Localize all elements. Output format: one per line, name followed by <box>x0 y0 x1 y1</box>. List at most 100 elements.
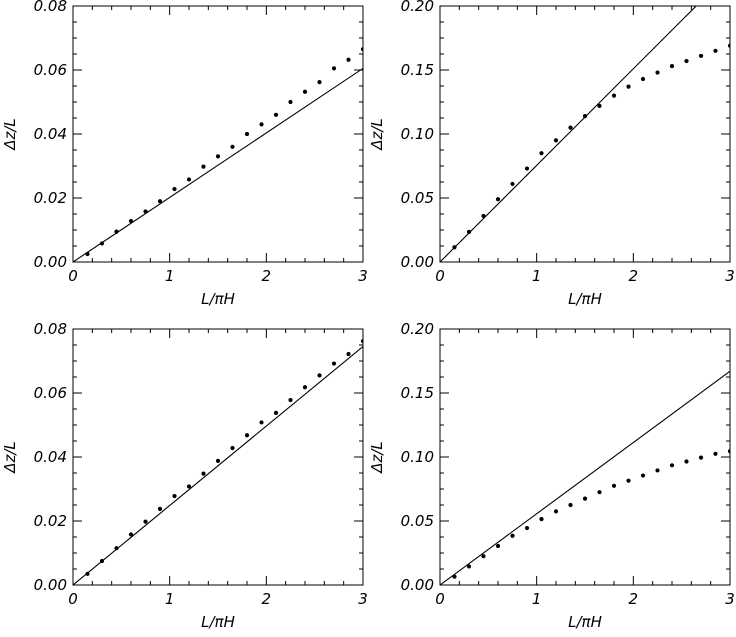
data-point <box>510 181 515 187</box>
data-point <box>244 433 250 438</box>
y-tick-label: 0.20 <box>401 0 434 15</box>
plot-frame <box>72 5 364 263</box>
data-point <box>317 80 322 85</box>
plot-frame <box>439 328 731 586</box>
y-tick-label: 0.06 <box>34 384 67 402</box>
x-axis-label: L/πH <box>568 290 602 308</box>
x-tick-label: 3 <box>725 590 735 608</box>
y-tick-label: 0.08 <box>34 320 67 338</box>
x-tick-label: 3 <box>358 267 368 285</box>
data-point <box>244 131 250 137</box>
data-point <box>302 385 308 390</box>
data-point <box>215 458 221 463</box>
data-point <box>259 420 264 425</box>
y-axis-label: Δz/L <box>368 441 386 474</box>
data-point <box>331 361 337 366</box>
data-point <box>215 154 221 159</box>
x-tick-label: 1 <box>165 590 175 608</box>
data-point <box>481 213 486 219</box>
data-point <box>568 502 573 508</box>
data-point <box>317 373 322 378</box>
y-axis-label: Δz/L <box>368 118 386 151</box>
data-point <box>553 509 559 514</box>
data-point <box>452 574 457 579</box>
data-point <box>626 84 631 89</box>
data-point <box>172 186 177 192</box>
y-tick-label: 0.00 <box>401 576 434 594</box>
x-tick-label: 1 <box>532 590 542 608</box>
data-point <box>172 493 177 499</box>
data-point <box>273 112 279 117</box>
data-point <box>143 209 148 214</box>
x-tick-label: 2 <box>262 590 272 608</box>
y-tick-label: 0.04 <box>34 125 67 143</box>
data-point <box>640 76 646 82</box>
x-tick-label: 3 <box>358 590 368 608</box>
y-tick-label: 0.00 <box>34 576 67 594</box>
x-axis-label: L/πH <box>568 613 602 631</box>
plot-area <box>73 47 363 262</box>
data-point <box>510 533 515 538</box>
data-point <box>684 459 689 464</box>
plot-area <box>73 339 363 585</box>
data-point <box>727 43 730 48</box>
series-line <box>440 370 730 585</box>
data-point <box>230 144 235 149</box>
y-tick-label: 0.02 <box>34 189 67 207</box>
y-tick-label: 0.06 <box>34 61 67 79</box>
data-point <box>611 483 617 488</box>
data-point <box>157 199 163 204</box>
chart-panel-top-right: 0 1 2 3 0.00 0.05 0.10 0.15 0.20 L/πH Δz/L <box>368 0 735 308</box>
data-point <box>85 571 90 576</box>
x-tick-label: 1 <box>532 267 542 285</box>
y-tick-label: 0.10 <box>401 448 434 466</box>
data-point <box>655 70 660 75</box>
plot-area <box>440 6 730 262</box>
data-point <box>452 245 457 250</box>
data-point <box>669 64 675 69</box>
data-point <box>611 93 617 98</box>
data-point <box>698 53 704 59</box>
plot-area <box>440 370 730 585</box>
data-point <box>713 48 718 53</box>
data-point <box>597 103 602 108</box>
data-point <box>302 89 308 94</box>
data-point <box>466 564 472 569</box>
y-axis-label: Δz/L <box>1 441 19 474</box>
data-point <box>495 543 501 549</box>
x-tick-label: 0 <box>435 590 445 608</box>
data-point <box>640 473 646 478</box>
data-point <box>698 455 704 460</box>
y-tick-label: 0.10 <box>401 125 434 143</box>
data-point <box>346 57 351 62</box>
data-point <box>466 229 472 235</box>
data-point <box>288 99 293 105</box>
data-point <box>539 151 544 156</box>
data-point <box>568 125 573 130</box>
chart-panel-top-left: 0 1 2 3 0.00 0.02 0.04 0.06 0.08 L/πH Δz/L <box>1 0 368 308</box>
y-tick-label: 0.05 <box>401 512 434 530</box>
x-tick-label: 0 <box>68 267 78 285</box>
series-line <box>440 6 697 262</box>
data-point <box>99 241 105 246</box>
y-tick-label: 0.15 <box>401 384 434 402</box>
data-point <box>114 229 119 234</box>
data-point <box>524 525 530 531</box>
y-tick-label: 0.00 <box>34 253 67 271</box>
data-point <box>157 506 163 511</box>
x-tick-label: 1 <box>165 267 175 285</box>
data-point <box>582 113 588 119</box>
data-point <box>684 58 689 64</box>
data-point <box>582 496 588 501</box>
chart-panel-bottom-right: 0 1 2 3 0.00 0.05 0.10 0.15 0.20 L/πH Δz/L <box>368 320 735 631</box>
data-point <box>495 197 501 202</box>
data-point <box>99 558 105 564</box>
data-point <box>259 122 264 127</box>
series-line <box>73 67 363 262</box>
data-point <box>201 164 206 169</box>
data-point <box>331 66 337 71</box>
data-point <box>114 546 119 551</box>
data-point <box>186 484 192 489</box>
data-point <box>553 138 559 143</box>
